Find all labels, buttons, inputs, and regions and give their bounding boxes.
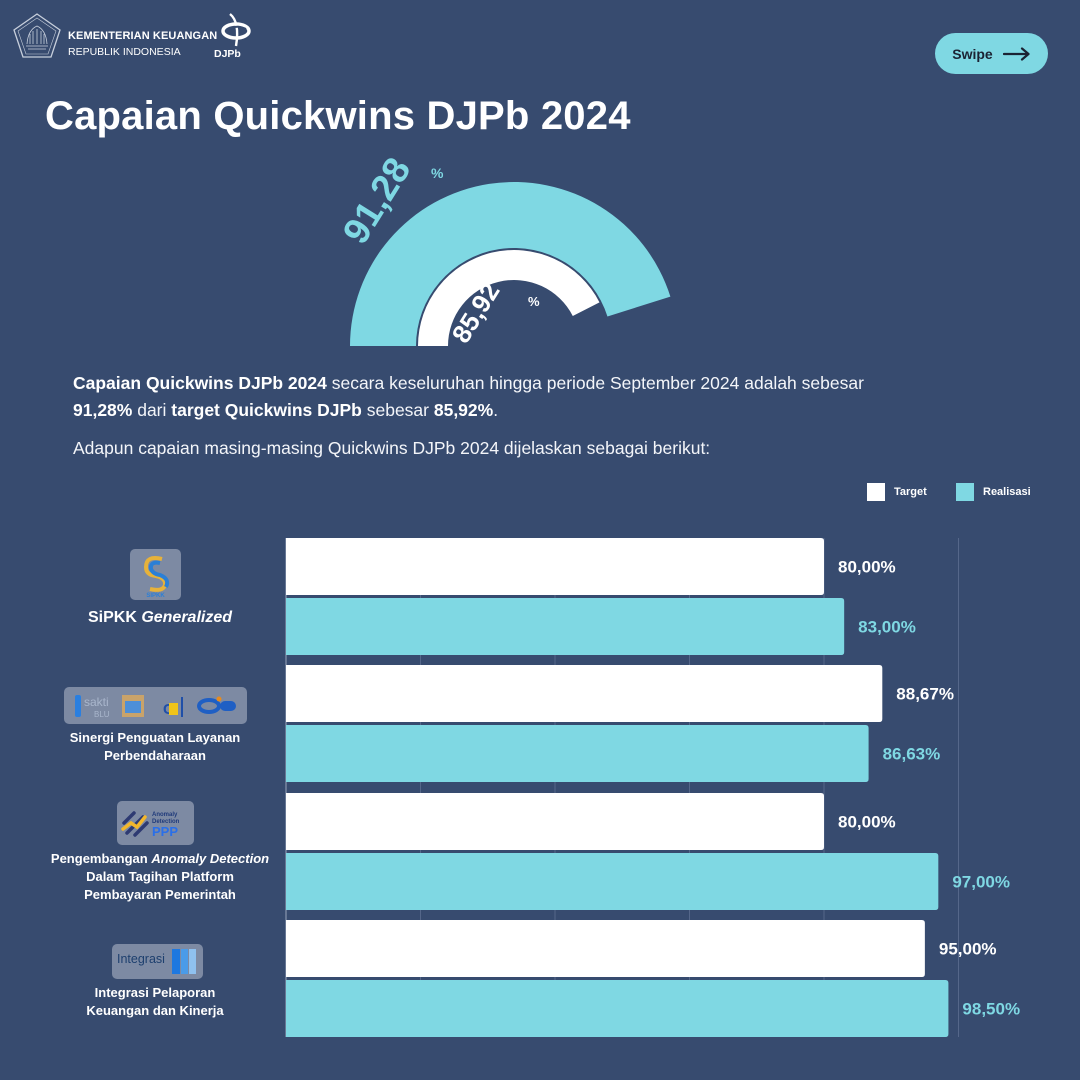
swipe-label: Swipe bbox=[952, 45, 993, 62]
summary-bold-1: Capaian Quickwins DJPb 2024 bbox=[73, 373, 327, 393]
page-title: Capaian Quickwins DJPb 2024 bbox=[45, 94, 631, 138]
category-label-anomaly: Pengembangan Anomaly Detection Dalam Tagi… bbox=[30, 850, 290, 904]
data-label-realisasi-2: 86,63% bbox=[883, 745, 941, 764]
gauge-chart: 91,28 % 85,92 % bbox=[335, 150, 671, 348]
category-label-text: Sinergi Penguatan Layanan bbox=[69, 730, 241, 745]
category-label-text: Pengembangan bbox=[50, 851, 152, 866]
bar-target-2 bbox=[286, 665, 883, 722]
djpb-logo-text: DJPb bbox=[214, 48, 241, 60]
kemenkeu-logo-icon bbox=[13, 13, 61, 58]
category-label-text: SiPKK bbox=[87, 609, 142, 626]
category-label-text: Keuangan dan Kinerja bbox=[86, 1003, 224, 1018]
summary-text-1: secara keseluruhan hingga periode Septem… bbox=[326, 373, 864, 393]
category-label-sipkk: SiPKK Generalized bbox=[40, 608, 280, 628]
legend-swatch-realisasi bbox=[956, 483, 974, 501]
category-label-italic: Generalized bbox=[141, 609, 233, 626]
summary-bold-2: 91,28% bbox=[73, 400, 133, 420]
category-label-text: Dalam Tagihan Platform bbox=[86, 869, 234, 884]
legend-label-target: Target bbox=[894, 486, 927, 498]
ministry-country: REPUBLIK INDONESIA bbox=[68, 46, 181, 58]
sakti-logo-sub: BLU bbox=[94, 710, 110, 719]
category-label-text: Pembayaran Pemerintah bbox=[84, 887, 236, 902]
category-label-sinergi: Sinergi Penguatan Layanan Perbendaharaan bbox=[40, 729, 270, 765]
category-label-integrasi: Integrasi Pelaporan Keuangan dan Kinerja bbox=[40, 984, 270, 1020]
integrasi-logo: Integrasi bbox=[112, 944, 203, 979]
swipe-button[interactable]: Swipe bbox=[935, 33, 1048, 74]
gauge-target-arc bbox=[418, 249, 600, 346]
summary-text-3: sebesar bbox=[361, 400, 434, 420]
bar-realisasi-3 bbox=[286, 853, 939, 910]
data-label-target-4: 95,00% bbox=[939, 940, 997, 959]
bar-target-3 bbox=[286, 793, 824, 850]
anomaly-detection-logo-icon: Anomaly Detection PPP bbox=[121, 811, 180, 839]
summary-bold-3: target Quickwins DJPb bbox=[171, 400, 362, 420]
category-label-italic: Anomaly Detection bbox=[151, 851, 270, 866]
summary-bold-4: 85,92% bbox=[433, 400, 494, 420]
anomaly-logo-line2: Detection bbox=[152, 819, 180, 825]
anomaly-logo-ppp: PPP bbox=[152, 824, 178, 839]
data-label-target-3: 80,00% bbox=[838, 813, 896, 832]
sipkk-logo-icon: SIPKK bbox=[143, 556, 170, 599]
integrasi-logo-text: Integrasi bbox=[117, 952, 165, 966]
sakti-logo-text: sakti bbox=[84, 695, 109, 709]
bar-realisasi-2 bbox=[286, 725, 869, 782]
sinergi-logos: sakti BLU C bbox=[64, 687, 247, 724]
legend-swatch-target bbox=[867, 483, 885, 501]
data-label-target-2: 88,67% bbox=[896, 685, 954, 704]
summary-text-4: . bbox=[493, 400, 499, 420]
anomaly-detection-logo: Anomaly Detection PPP bbox=[117, 801, 194, 845]
ministry-name: KEMENTERIAN KEUANGAN bbox=[68, 30, 218, 42]
sinergi-logos-icon: sakti BLU C bbox=[75, 695, 236, 719]
anomaly-logo-line1: Anomaly bbox=[152, 812, 178, 818]
data-label-realisasi-4: 98,50% bbox=[962, 1000, 1020, 1019]
category-label-text: Perbendaharaan bbox=[104, 748, 206, 763]
bar-realisasi-4 bbox=[286, 980, 949, 1037]
integrasi-logo-icon: Integrasi bbox=[117, 949, 196, 974]
legend-item-target: Target bbox=[867, 483, 927, 501]
svg-text:C: C bbox=[163, 701, 174, 718]
data-label-target-1: 80,00% bbox=[838, 558, 896, 577]
bar-target-4 bbox=[286, 920, 925, 977]
bar-realisasi-1 bbox=[286, 598, 845, 655]
gauge-realisasi-arc bbox=[350, 181, 671, 346]
sipkk-logo: SIPKK bbox=[130, 549, 181, 600]
data-label-realisasi-3: 97,00% bbox=[952, 873, 1010, 892]
bar-target-1 bbox=[286, 538, 824, 595]
arrow-right-icon bbox=[1002, 46, 1030, 61]
category-label-text: Integrasi Pelaporan bbox=[94, 985, 216, 1000]
data-label-realisasi-1: 83,00% bbox=[858, 618, 916, 637]
intro-text: Adapun capaian masing-masing Quickwins D… bbox=[73, 438, 711, 458]
legend-item-realisasi: Realisasi bbox=[956, 483, 1031, 501]
summary-text-2: dari bbox=[132, 400, 172, 420]
sipkk-logo-text: SIPKK bbox=[146, 593, 165, 599]
legend-label-realisasi: Realisasi bbox=[983, 486, 1031, 498]
gauge-target-unit: % bbox=[528, 294, 540, 309]
djpb-logo-icon bbox=[221, 13, 251, 47]
summary-paragraph: Capaian Quickwins DJPb 2024 secara kesel… bbox=[73, 370, 1033, 424]
gauge-realisasi-unit: % bbox=[431, 165, 444, 181]
